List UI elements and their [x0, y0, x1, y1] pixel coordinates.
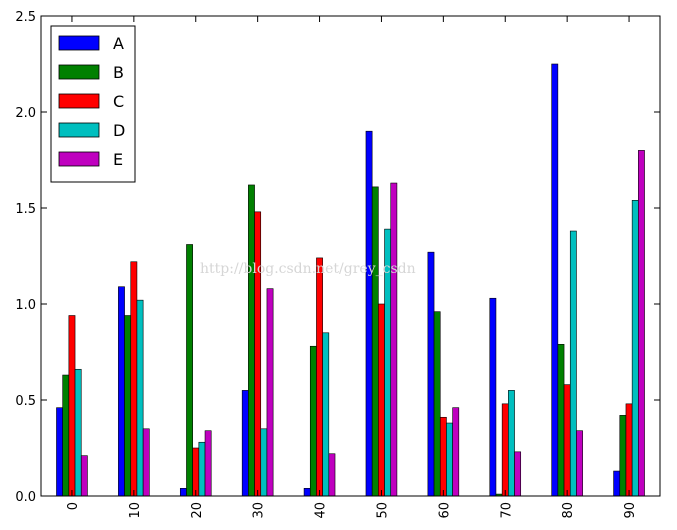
bar-B-90	[619, 415, 627, 497]
x-tick-label: 90	[623, 502, 638, 519]
bar-A-40	[303, 488, 311, 497]
bars-layer	[56, 63, 645, 497]
x-tick-label: 80	[561, 502, 576, 519]
bar-B-20	[186, 244, 193, 497]
bar-A-20	[179, 488, 187, 497]
bar-C-0	[68, 315, 76, 497]
y-tick-label: 2.5	[15, 10, 36, 25]
bar-E-10	[142, 428, 150, 497]
bar-E-40	[328, 453, 336, 497]
bar-A-80	[551, 63, 559, 497]
bar-A-60	[427, 251, 435, 497]
bar-D-60	[446, 422, 453, 497]
legend-label-C: C	[113, 92, 124, 111]
bar-E-60	[452, 407, 460, 497]
bar-C-30	[254, 211, 262, 497]
bar-C-90	[625, 403, 633, 497]
y-tick-label: 0.5	[15, 394, 36, 409]
bar-C-70	[501, 403, 509, 497]
x-tick-label: 10	[128, 502, 143, 519]
x-tick-label: 70	[499, 502, 514, 519]
x-tick-label: 60	[437, 502, 452, 519]
bar-A-70	[489, 297, 497, 497]
bar-D-90	[631, 200, 639, 497]
bar-D-20	[198, 441, 206, 497]
legend-label-B: B	[113, 63, 124, 82]
bar-C-80	[563, 384, 571, 497]
bar-B-50	[371, 186, 379, 497]
bar-C-60	[439, 416, 447, 497]
bar-B-60	[433, 311, 441, 497]
bar-C-40	[316, 257, 323, 497]
bar-E-80	[576, 430, 583, 497]
bar-B-40	[309, 345, 317, 497]
legend-swatch-C	[58, 93, 100, 109]
y-axis: 0.0 0.5 1.0 1.5 2.0 2.5	[15, 10, 660, 505]
bar-D-70	[508, 390, 515, 497]
legend-swatch-B	[58, 64, 100, 80]
bar-A-50	[365, 130, 373, 497]
bar-A-90	[613, 470, 621, 497]
bar-C-20	[192, 447, 200, 497]
y-tick-label: 2.0	[15, 106, 36, 121]
x-tick-label: 40	[314, 502, 329, 519]
bar-E-0	[80, 455, 88, 497]
legend-label-A: A	[113, 34, 124, 53]
legend-swatch-D	[58, 122, 100, 138]
bar-B-80	[557, 344, 565, 497]
legend-label-E: E	[113, 150, 123, 169]
legend-swatch-A	[58, 35, 100, 51]
bar-A-10	[118, 286, 125, 497]
bar-D-80	[569, 230, 577, 497]
bar-E-20	[204, 430, 212, 497]
x-tick-label: 20	[190, 502, 205, 519]
bar-E-70	[514, 451, 522, 497]
bar-C-10	[130, 261, 138, 497]
bar-A-0	[56, 407, 63, 497]
bar-A-30	[241, 390, 249, 497]
y-tick-label: 1.0	[15, 298, 36, 313]
bar-D-30	[260, 428, 268, 497]
plot-area-frame	[40, 15, 661, 497]
bar-B-30	[248, 184, 255, 497]
bar-E-90	[638, 150, 645, 497]
x-axis: 0 10 20 30 40 50 60 70 80 90	[66, 16, 638, 519]
x-tick-label: 0	[66, 502, 81, 510]
bar-D-40	[322, 332, 330, 497]
bar-E-30	[266, 288, 274, 497]
bar-E-50	[390, 182, 398, 497]
bar-B-0	[62, 374, 70, 497]
bar-B-10	[124, 315, 132, 497]
bar-D-10	[136, 299, 144, 497]
watermark-text: http://blog.csdn.net/grey_csdn	[200, 261, 416, 277]
x-tick-label: 30	[252, 502, 267, 519]
legend-label-D: D	[113, 121, 125, 140]
y-tick-label: 0.0	[15, 490, 36, 505]
legend-swatch-E	[58, 151, 100, 167]
bar-D-0	[74, 368, 82, 497]
y-tick-label: 1.5	[15, 202, 36, 217]
bar-C-50	[378, 303, 385, 497]
x-tick-label: 50	[375, 502, 390, 519]
